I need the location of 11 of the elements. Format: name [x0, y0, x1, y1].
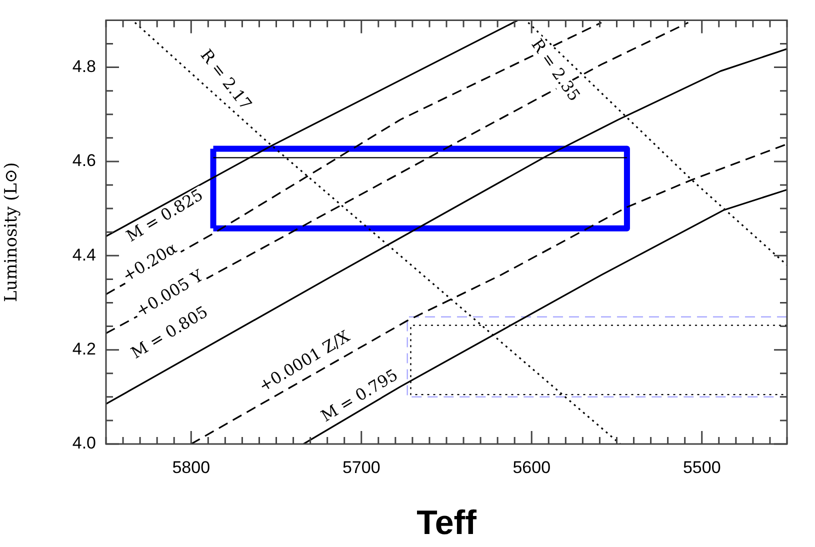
- x-tick-label: 5600: [512, 458, 551, 477]
- y-tick-label: 4.6: [72, 151, 96, 170]
- y-tick-label: 4.8: [72, 56, 96, 76]
- y-tick-label: 4.2: [72, 340, 96, 359]
- x-tick-label: 5500: [682, 458, 721, 477]
- y-tick-label: 4.4: [72, 245, 96, 264]
- x-tick-label: 5800: [172, 458, 210, 477]
- y-axis-title: Luminosity (L⊙): [2, 162, 22, 302]
- x-tick-label: 5700: [342, 458, 380, 477]
- x-axis-title: Teff: [416, 504, 478, 542]
- y-tick-label: 4.0: [72, 434, 96, 453]
